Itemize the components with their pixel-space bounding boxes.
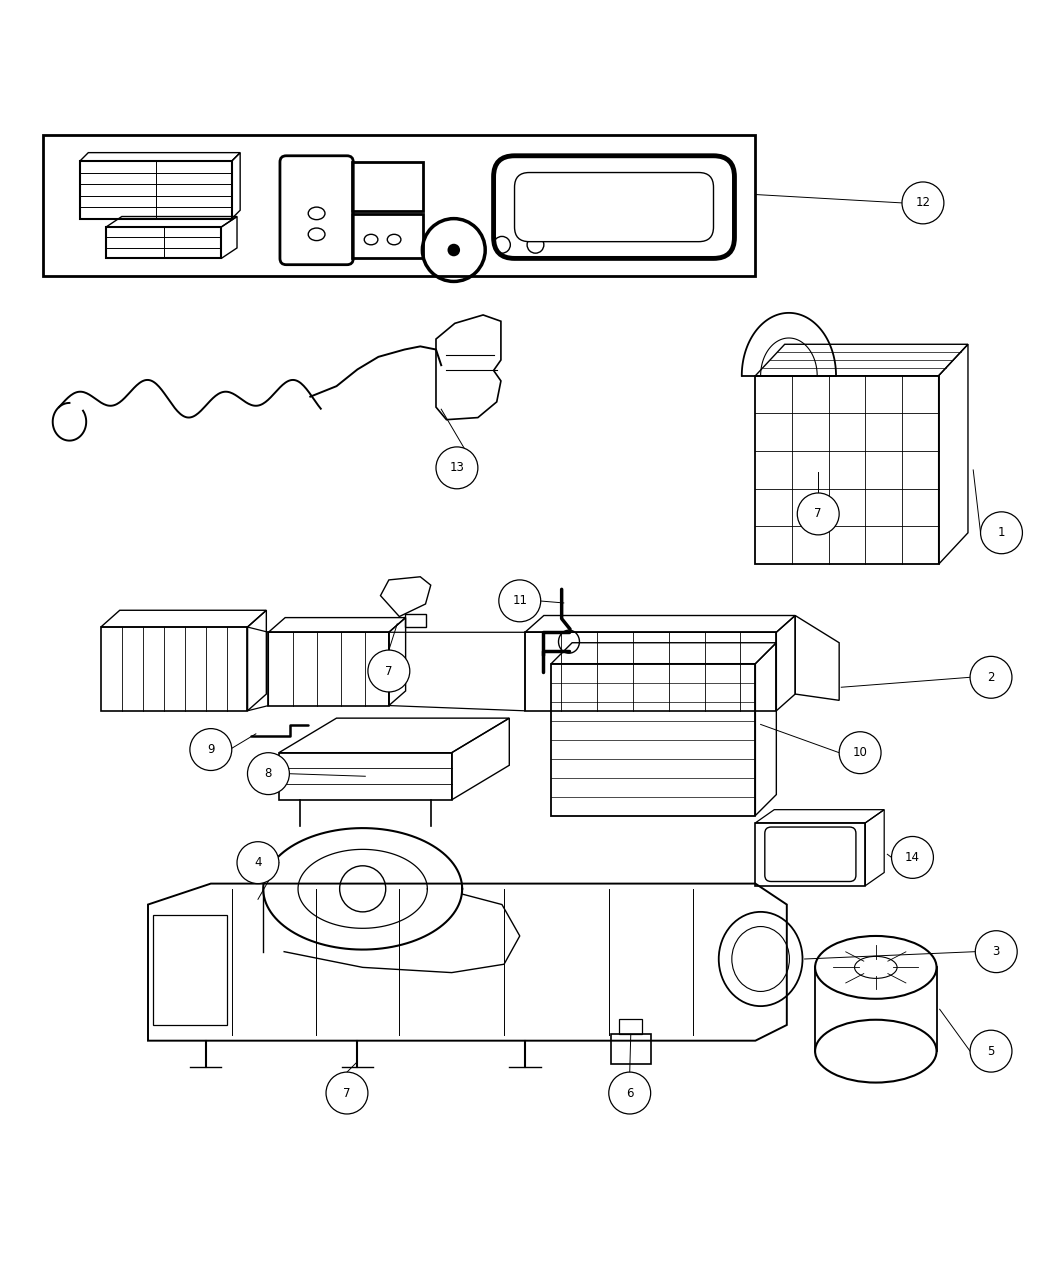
Text: 13: 13 <box>449 462 464 474</box>
Ellipse shape <box>815 936 937 998</box>
Text: 8: 8 <box>265 768 272 780</box>
FancyBboxPatch shape <box>764 827 856 881</box>
Bar <box>153 915 227 1025</box>
Bar <box>525 632 776 710</box>
Text: 7: 7 <box>385 664 393 677</box>
Text: 2: 2 <box>987 671 994 683</box>
Circle shape <box>609 1072 651 1114</box>
FancyBboxPatch shape <box>514 172 714 242</box>
Bar <box>43 135 755 277</box>
Circle shape <box>975 931 1017 973</box>
Text: 9: 9 <box>207 743 214 756</box>
Text: 6: 6 <box>626 1086 633 1099</box>
Text: 7: 7 <box>815 507 822 520</box>
Circle shape <box>327 1072 368 1114</box>
Text: 5: 5 <box>987 1044 994 1058</box>
Bar <box>755 376 939 565</box>
Circle shape <box>891 836 933 878</box>
Text: 10: 10 <box>853 746 867 759</box>
Circle shape <box>902 182 944 224</box>
Circle shape <box>499 580 541 622</box>
Circle shape <box>839 732 881 774</box>
Text: 11: 11 <box>512 594 527 607</box>
Circle shape <box>436 448 478 488</box>
Circle shape <box>190 728 232 770</box>
Bar <box>101 627 248 710</box>
Circle shape <box>368 650 410 692</box>
Ellipse shape <box>815 1020 937 1082</box>
Bar <box>352 162 423 212</box>
Bar <box>755 822 865 886</box>
Circle shape <box>981 511 1023 553</box>
Bar <box>352 214 423 259</box>
Text: 3: 3 <box>992 945 1000 959</box>
Bar <box>611 1034 651 1063</box>
Text: 1: 1 <box>998 527 1005 539</box>
Circle shape <box>970 1030 1012 1072</box>
Circle shape <box>447 244 460 256</box>
FancyBboxPatch shape <box>494 156 734 259</box>
Text: 7: 7 <box>343 1086 351 1099</box>
Circle shape <box>248 752 290 794</box>
Bar <box>404 615 425 627</box>
Bar <box>551 664 755 816</box>
Text: 12: 12 <box>916 196 930 209</box>
Bar <box>620 1019 643 1034</box>
Circle shape <box>970 657 1012 699</box>
Text: 4: 4 <box>254 856 261 870</box>
FancyBboxPatch shape <box>280 156 353 265</box>
Text: 14: 14 <box>905 850 920 864</box>
Circle shape <box>797 493 839 536</box>
Bar <box>269 632 388 705</box>
Circle shape <box>237 842 279 884</box>
